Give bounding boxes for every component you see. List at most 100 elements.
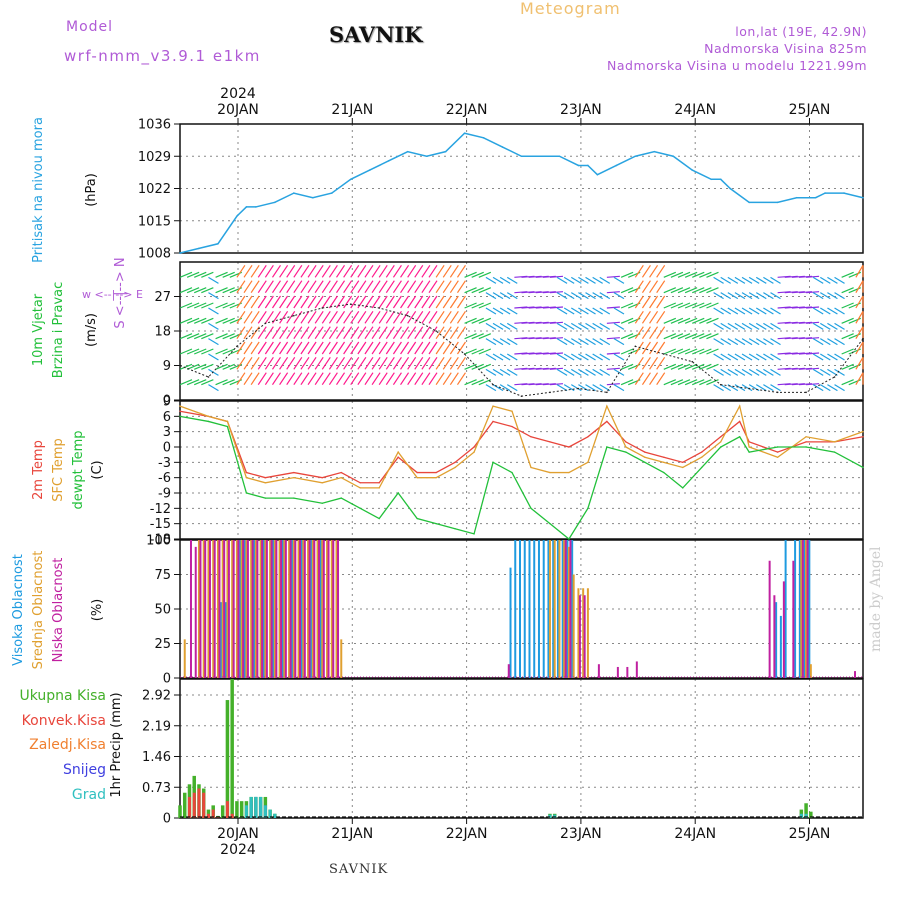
temp-point-1 bbox=[862, 430, 864, 433]
wind-barb bbox=[713, 338, 724, 346]
wind-barb bbox=[300, 326, 310, 339]
wind-barb bbox=[748, 307, 760, 315]
wind-barb bbox=[570, 338, 582, 346]
wind-barb bbox=[314, 311, 324, 324]
wind-barb bbox=[371, 265, 381, 278]
wind-barb bbox=[727, 338, 739, 346]
wind-barb bbox=[556, 292, 568, 300]
wind-barb bbox=[364, 341, 374, 355]
temp-point-1 bbox=[606, 405, 608, 407]
wind-barb bbox=[620, 363, 634, 370]
wind-barb bbox=[364, 357, 374, 370]
wind-barb bbox=[578, 368, 589, 376]
precip-bar-4 bbox=[259, 796, 263, 818]
pressure-point bbox=[596, 173, 599, 176]
wind-barb bbox=[307, 326, 317, 339]
temp-point-2 bbox=[663, 471, 665, 474]
wind-speed-point bbox=[833, 376, 836, 378]
wind-barb bbox=[464, 363, 477, 370]
wind-barb bbox=[364, 311, 374, 324]
wind-barb bbox=[834, 322, 845, 330]
wind-barb bbox=[578, 292, 589, 300]
wind-compass-v: S <--|--> N bbox=[113, 257, 128, 328]
temp-point-1 bbox=[682, 466, 684, 469]
pressure-label: Pritisak na nivou mora bbox=[31, 117, 46, 263]
wind-barb bbox=[435, 280, 445, 293]
wind-barb bbox=[692, 271, 705, 278]
wind-barb bbox=[613, 353, 625, 361]
wind-barb bbox=[720, 384, 732, 392]
wind-barb bbox=[578, 384, 589, 392]
pressure-point bbox=[539, 155, 542, 158]
temp-point-1 bbox=[321, 482, 323, 484]
x-date-label-bottom: 22JAN bbox=[446, 826, 488, 842]
temp-point-1 bbox=[416, 476, 418, 479]
wind-barb bbox=[578, 307, 589, 315]
wind-barb bbox=[257, 326, 267, 339]
wind-barb bbox=[286, 341, 296, 355]
wind-barb bbox=[656, 326, 666, 339]
wind-barb bbox=[841, 317, 854, 324]
wind-barb bbox=[663, 348, 677, 355]
wind-barb bbox=[336, 265, 346, 278]
wind-barb bbox=[336, 311, 346, 324]
wind-barb bbox=[428, 372, 438, 385]
wind-barb bbox=[279, 265, 289, 278]
precip-bar-0 bbox=[206, 809, 211, 818]
wind-barb bbox=[328, 341, 338, 355]
wind-barb bbox=[506, 338, 518, 346]
x-date-label-top: 23JAN bbox=[560, 102, 602, 118]
wind-barb bbox=[257, 357, 267, 370]
wind-barb bbox=[570, 384, 582, 392]
precip-legend-1: Konvek.Kisa bbox=[22, 713, 106, 729]
wind-barb bbox=[215, 302, 228, 309]
lonlat-text: lon,lat (19E, 42.9N) bbox=[735, 24, 867, 39]
wind-barb bbox=[585, 384, 596, 392]
wind-barb bbox=[357, 372, 367, 385]
wind-barb bbox=[321, 341, 331, 355]
wind-barb bbox=[585, 338, 596, 346]
wind-barb bbox=[378, 372, 388, 385]
wind-barb bbox=[435, 372, 445, 385]
wind-barb bbox=[620, 271, 634, 278]
wind-barb bbox=[279, 295, 289, 309]
wind-barb bbox=[449, 295, 459, 309]
wind-barb bbox=[620, 317, 634, 324]
wind-barb bbox=[692, 379, 705, 386]
wind-barb bbox=[706, 271, 719, 278]
wind-barb bbox=[456, 295, 466, 309]
wind-barb bbox=[841, 363, 854, 370]
wind-barb bbox=[599, 307, 611, 315]
pressure-point bbox=[312, 196, 314, 199]
temp-point-1 bbox=[264, 482, 267, 484]
wind-barb bbox=[414, 265, 424, 278]
wind-barb bbox=[727, 307, 739, 315]
wind-barb bbox=[485, 338, 497, 346]
wind-barb bbox=[179, 379, 193, 386]
precip-legend-4: Grad bbox=[72, 787, 106, 803]
wind-barb bbox=[407, 357, 417, 370]
temp-point-0 bbox=[805, 441, 807, 443]
wind-barb bbox=[706, 379, 719, 386]
wind-barb bbox=[471, 348, 484, 355]
wind-barb bbox=[763, 384, 774, 392]
temp-point-1 bbox=[776, 456, 779, 458]
wind-barb bbox=[264, 265, 274, 278]
y-tick-label: 9 bbox=[163, 359, 171, 374]
wind-speed-point bbox=[207, 376, 210, 378]
wind-barb bbox=[336, 326, 346, 339]
wind-barb bbox=[250, 295, 260, 309]
wind-barb bbox=[841, 302, 854, 309]
wind-barb bbox=[741, 353, 753, 361]
wind-barb bbox=[820, 276, 831, 284]
wind-barb bbox=[243, 295, 253, 309]
temp-point-2 bbox=[473, 533, 475, 535]
wind-barb bbox=[506, 384, 518, 392]
wind-barb bbox=[435, 326, 445, 339]
wind-barb bbox=[264, 295, 274, 309]
temp-point-1 bbox=[378, 487, 380, 489]
wind-barb bbox=[599, 322, 611, 330]
wind-barb bbox=[350, 280, 360, 293]
wind-barb bbox=[307, 265, 317, 278]
pressure-point bbox=[729, 187, 731, 190]
